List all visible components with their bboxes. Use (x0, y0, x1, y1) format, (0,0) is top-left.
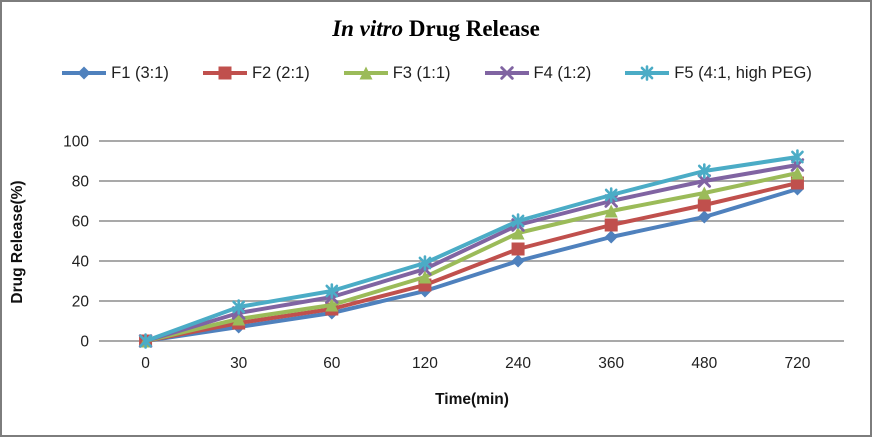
x-tick-label: 60 (323, 355, 341, 372)
diamond-marker (77, 66, 91, 80)
square-marker (790, 176, 804, 190)
y-tick-label: 0 (80, 334, 89, 351)
square-marker (218, 66, 232, 80)
legend-label-f1: F1 (3:1) (111, 63, 169, 82)
chart-title: In vitro Drug Release (2, 16, 870, 42)
y-tick-label: 80 (72, 174, 90, 191)
chart-title-italic: In vitro (332, 16, 404, 41)
x-tick-label: 120 (412, 355, 438, 372)
triangle-marker (418, 270, 432, 284)
triangle-marker (325, 298, 339, 312)
legend: F1 (3:1) F2 (2:1) F3 (1:1) F4 (1:2) F5 (4:1,… (2, 63, 870, 83)
diamond-marker (697, 210, 711, 224)
asterisk-marker (697, 163, 711, 179)
asterisk-marker (791, 149, 804, 165)
asterisk-marker (139, 333, 152, 349)
legend-label-f4: F4 (1:2) (533, 63, 592, 82)
square-marker (511, 242, 525, 256)
triangle-marker (359, 66, 373, 80)
x-marker (697, 174, 712, 188)
series-markers-f5 (139, 149, 804, 349)
legend-label-f5: F5 (4:1, high PEG) (674, 63, 812, 82)
legend-item-f3: F3 (1:1) (342, 63, 451, 83)
series-line-f5 (144, 155, 798, 343)
square-legend-swatch-icon (202, 66, 247, 80)
legend-item-f5: F5 (4:1, high PEG) (623, 63, 812, 83)
triangle-marker (232, 312, 246, 326)
y-tick-label: 100 (63, 134, 89, 151)
triangle-marker (697, 186, 711, 200)
x-axis-title: Time(min) (435, 391, 509, 408)
diamond-marker (511, 254, 525, 268)
square-marker (697, 198, 711, 212)
triangle-legend-swatch-icon (343, 66, 388, 80)
diamond-legend-swatch-icon (62, 66, 107, 80)
x-tick-label: 30 (230, 355, 248, 372)
x-tick-label: 0 (141, 355, 150, 372)
triangle-marker (511, 226, 525, 240)
y-tick-label: 20 (72, 294, 90, 311)
x-tick-label: 360 (598, 355, 624, 372)
chart-title-rest: Drug Release (403, 16, 540, 41)
triangle-marker (790, 166, 804, 180)
diamond-marker (604, 230, 618, 244)
y-tick-label: 60 (72, 214, 90, 231)
x-marker (499, 66, 514, 80)
asterisk-marker (604, 187, 618, 203)
legend-label-f3: F3 (1:1) (392, 63, 451, 82)
square-marker (604, 218, 618, 232)
triangle-marker (604, 204, 618, 218)
asterisk-marker (232, 299, 246, 315)
asterisk-legend-swatch-icon (625, 65, 670, 81)
series-line-f2 (145, 181, 798, 343)
legend-label-f2: F2 (2:1) (251, 63, 310, 82)
asterisk-marker (640, 65, 654, 81)
y-tick-label: 40 (72, 254, 90, 271)
series-line-f1 (145, 187, 799, 343)
y-axis-title: Drug Release(%) (9, 180, 26, 304)
x-legend-swatch-icon (484, 66, 529, 80)
asterisk-marker (418, 255, 432, 271)
asterisk-marker (511, 213, 525, 229)
series-line-f3 (145, 171, 798, 343)
x-tick-label: 240 (505, 355, 531, 372)
series-line-f4 (144, 163, 798, 343)
legend-item-f1: F1 (3:1) (60, 63, 169, 83)
x-tick-label: 720 (785, 355, 811, 372)
legend-item-f2: F2 (2:1) (201, 63, 310, 83)
legend-item-f4: F4 (1:2) (483, 63, 592, 83)
asterisk-marker (325, 283, 339, 299)
x-tick-label: 480 (691, 355, 717, 372)
